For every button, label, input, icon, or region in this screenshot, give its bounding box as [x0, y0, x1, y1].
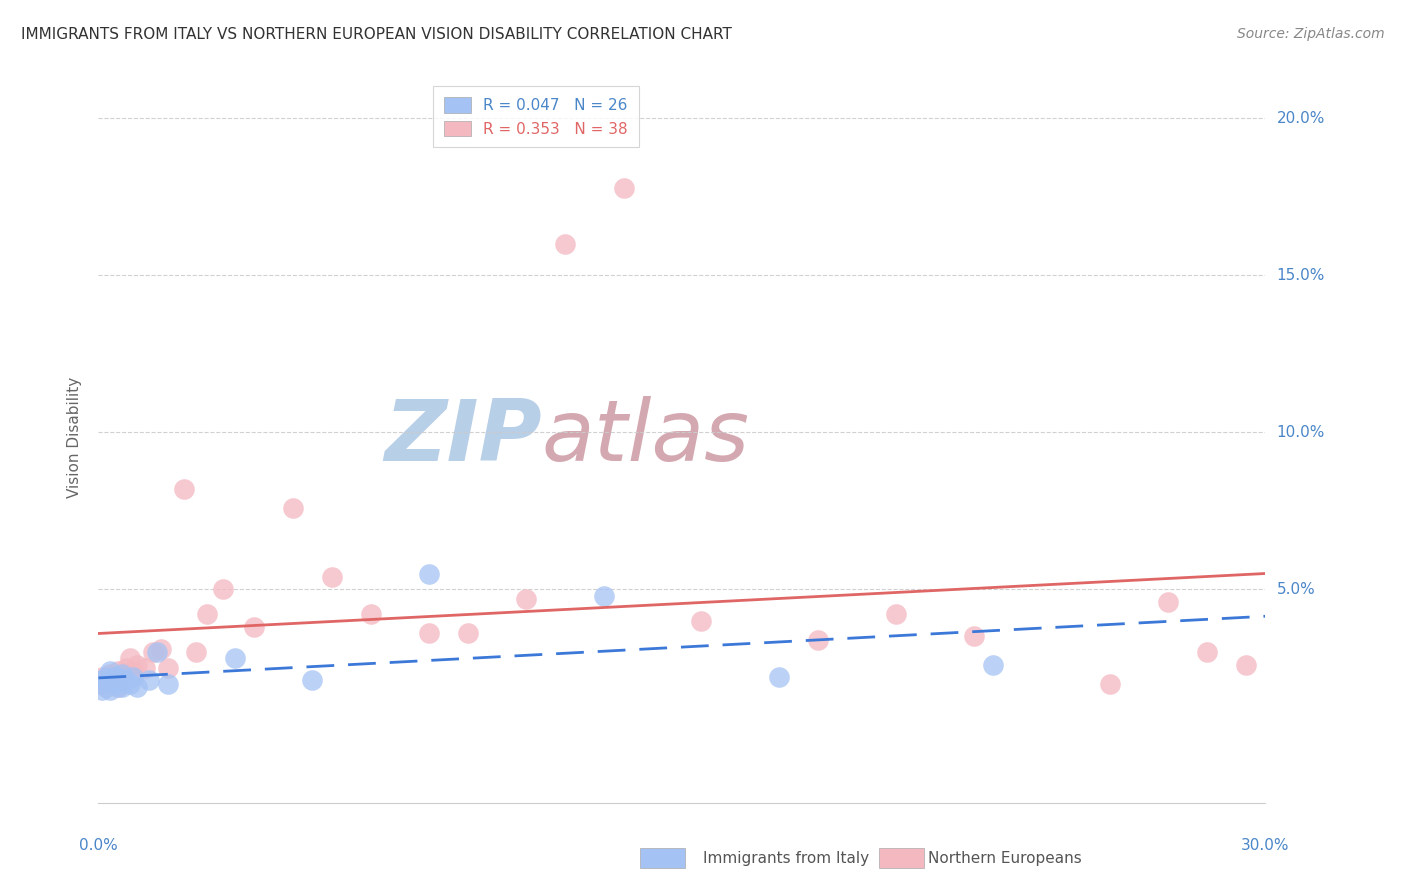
Text: atlas: atlas — [541, 395, 749, 479]
Point — [103, 670, 125, 684]
Point — [593, 589, 616, 603]
Point — [807, 632, 830, 647]
Point — [111, 667, 134, 681]
Point — [118, 651, 141, 665]
Point — [111, 680, 134, 694]
Text: 5.0%: 5.0% — [1277, 582, 1315, 597]
Point — [690, 614, 713, 628]
Point — [98, 673, 121, 688]
Point — [613, 180, 636, 194]
Point — [127, 680, 149, 694]
Text: 0.0%: 0.0% — [79, 838, 118, 853]
Point — [418, 566, 440, 581]
Text: 10.0%: 10.0% — [1277, 425, 1324, 440]
Text: Source: ZipAtlas.com: Source: ZipAtlas.com — [1237, 27, 1385, 41]
Point — [1098, 676, 1121, 690]
Point — [96, 680, 118, 694]
Point — [281, 500, 304, 515]
Point — [418, 626, 440, 640]
Point — [98, 664, 121, 678]
Point — [1195, 645, 1218, 659]
Point — [149, 642, 172, 657]
Point — [142, 645, 165, 659]
Point — [114, 661, 136, 675]
Text: ZIP: ZIP — [384, 395, 541, 479]
Point — [457, 626, 479, 640]
Text: Northern Europeans: Northern Europeans — [928, 851, 1081, 865]
Point — [107, 680, 129, 694]
Point — [243, 620, 266, 634]
Point — [122, 670, 145, 684]
Point — [184, 645, 207, 659]
Point — [321, 570, 343, 584]
Point — [768, 670, 790, 684]
Point — [515, 591, 537, 606]
Point — [1157, 595, 1180, 609]
Text: 15.0%: 15.0% — [1277, 268, 1324, 283]
Point — [224, 651, 246, 665]
Point — [103, 670, 125, 684]
Point — [98, 682, 121, 697]
Point — [138, 673, 160, 688]
Point — [146, 645, 169, 659]
Point — [114, 673, 136, 688]
Point — [96, 670, 118, 684]
Point — [127, 657, 149, 672]
Text: 20.0%: 20.0% — [1277, 111, 1324, 126]
Point — [360, 607, 382, 622]
Point — [301, 673, 323, 688]
Point — [962, 629, 984, 643]
Legend: R = 0.047   N = 26, R = 0.353   N = 38: R = 0.047 N = 26, R = 0.353 N = 38 — [433, 87, 638, 147]
Point — [212, 582, 235, 597]
Text: IMMIGRANTS FROM ITALY VS NORTHERN EUROPEAN VISION DISABILITY CORRELATION CHART: IMMIGRANTS FROM ITALY VS NORTHERN EUROPE… — [21, 27, 733, 42]
Point — [96, 680, 118, 694]
Point — [981, 657, 1004, 672]
Point — [91, 673, 114, 688]
Point — [122, 664, 145, 678]
Point — [884, 607, 907, 622]
Point — [554, 237, 576, 252]
Point — [173, 482, 195, 496]
Point — [107, 664, 129, 678]
Point — [98, 667, 121, 681]
Point — [107, 680, 129, 694]
Point — [98, 673, 121, 688]
Point — [91, 670, 114, 684]
Point — [91, 682, 114, 697]
Point — [134, 661, 156, 675]
Point — [91, 676, 114, 690]
Point — [111, 673, 134, 688]
Point — [118, 676, 141, 690]
Text: 30.0%: 30.0% — [1241, 838, 1289, 853]
Point — [157, 676, 180, 690]
Text: Immigrants from Italy: Immigrants from Italy — [703, 851, 869, 865]
Point — [1234, 657, 1257, 672]
Point — [107, 670, 129, 684]
Point — [195, 607, 218, 622]
Y-axis label: Vision Disability: Vision Disability — [66, 376, 82, 498]
Point — [157, 661, 180, 675]
Point — [103, 676, 125, 690]
